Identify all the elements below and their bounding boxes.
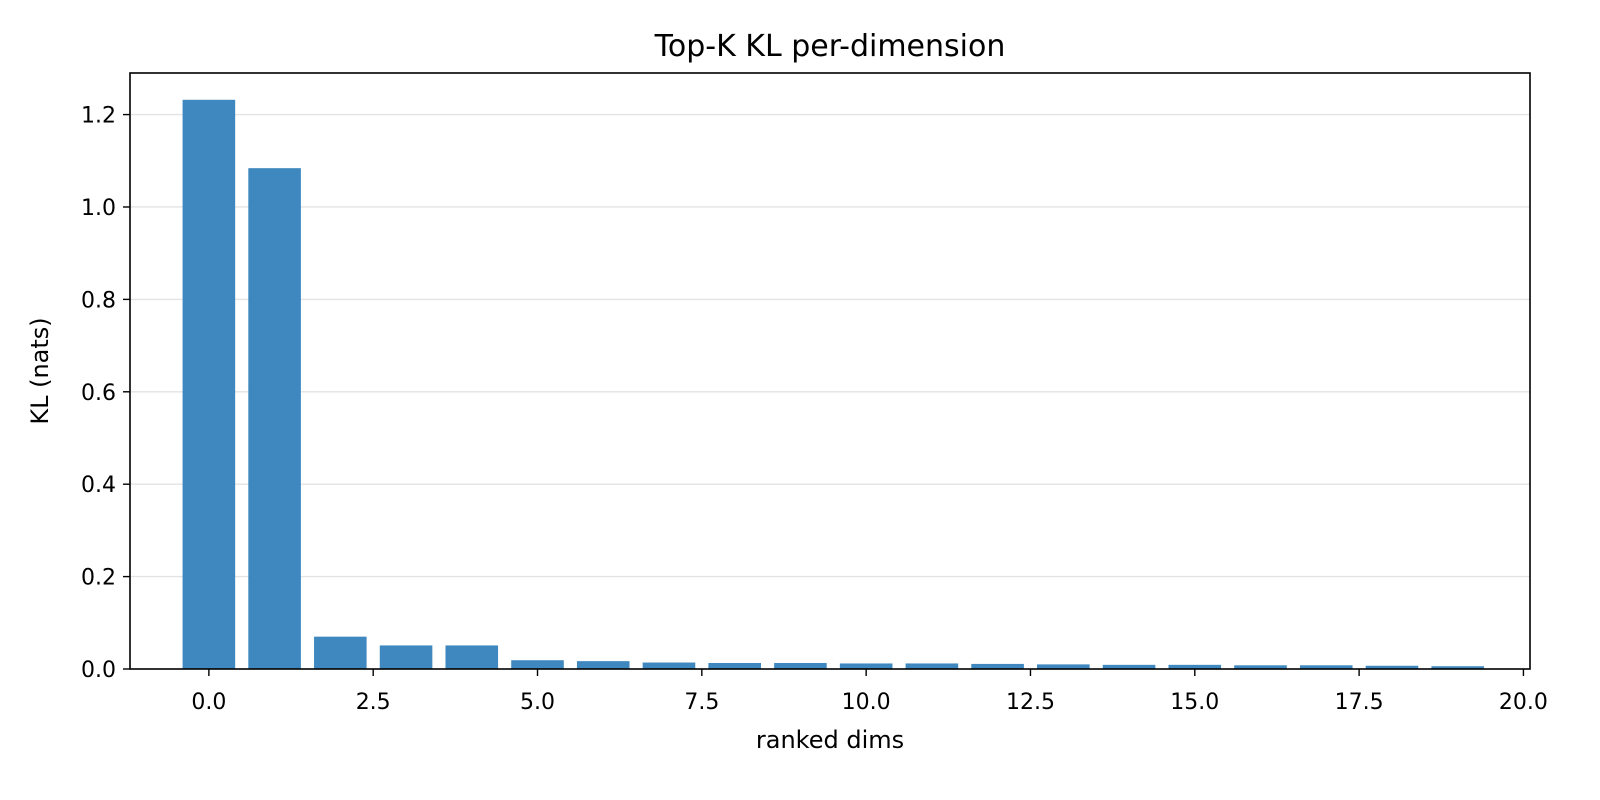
bar [1299, 665, 1353, 669]
bar [708, 662, 761, 669]
bar [1102, 664, 1156, 669]
chart-title: Top-K KL per-dimension [654, 29, 1006, 64]
bar [1234, 665, 1287, 669]
x-tick-label: 7.5 [684, 690, 719, 715]
x-tick-label: 10.0 [842, 690, 891, 715]
x-tick-label: 0.0 [191, 690, 226, 715]
bar [445, 645, 499, 669]
bar [1168, 664, 1222, 669]
y-axis-label: KL (nats) [26, 317, 54, 424]
y-tick-label: 0.4 [81, 473, 116, 498]
bar [314, 636, 367, 669]
y-tick-label: 0.0 [81, 658, 116, 683]
bar [905, 663, 959, 669]
x-tick-label: 15.0 [1170, 690, 1219, 715]
bar [248, 168, 301, 670]
x-tick-label: 5.0 [520, 690, 555, 715]
bar [839, 663, 893, 669]
y-tick-label: 0.2 [81, 566, 116, 591]
x-tick-label: 2.5 [356, 690, 391, 715]
x-tick-label: 20.0 [1499, 690, 1548, 715]
y-tick-label: 0.8 [81, 288, 116, 313]
bar [511, 660, 564, 669]
y-tick-label: 1.0 [81, 196, 116, 221]
bars [182, 99, 1484, 670]
bar [1365, 665, 1419, 669]
x-tick-label: 17.5 [1335, 690, 1384, 715]
bar [642, 662, 696, 669]
x-axis-ticks: 0.0 2.5 5.0 7.5 10.0 12.5 15.0 17.5 20.0 [191, 669, 1548, 715]
bar [1431, 666, 1484, 669]
bar [774, 662, 827, 669]
grid-lines [130, 113, 1530, 578]
x-axis-label: ranked dims [756, 726, 904, 754]
bar [1037, 664, 1090, 669]
bar [379, 645, 433, 669]
x-tick-label: 12.5 [1006, 690, 1055, 715]
bar [576, 661, 630, 669]
y-tick-label: 0.6 [81, 381, 116, 406]
plot-frame [129, 72, 1531, 670]
bar [971, 663, 1024, 669]
bar [182, 99, 236, 670]
y-tick-label: 1.2 [81, 104, 116, 129]
y-axis-ticks: 0.0 0.2 0.4 0.6 0.8 1.0 1.2 [81, 104, 130, 683]
